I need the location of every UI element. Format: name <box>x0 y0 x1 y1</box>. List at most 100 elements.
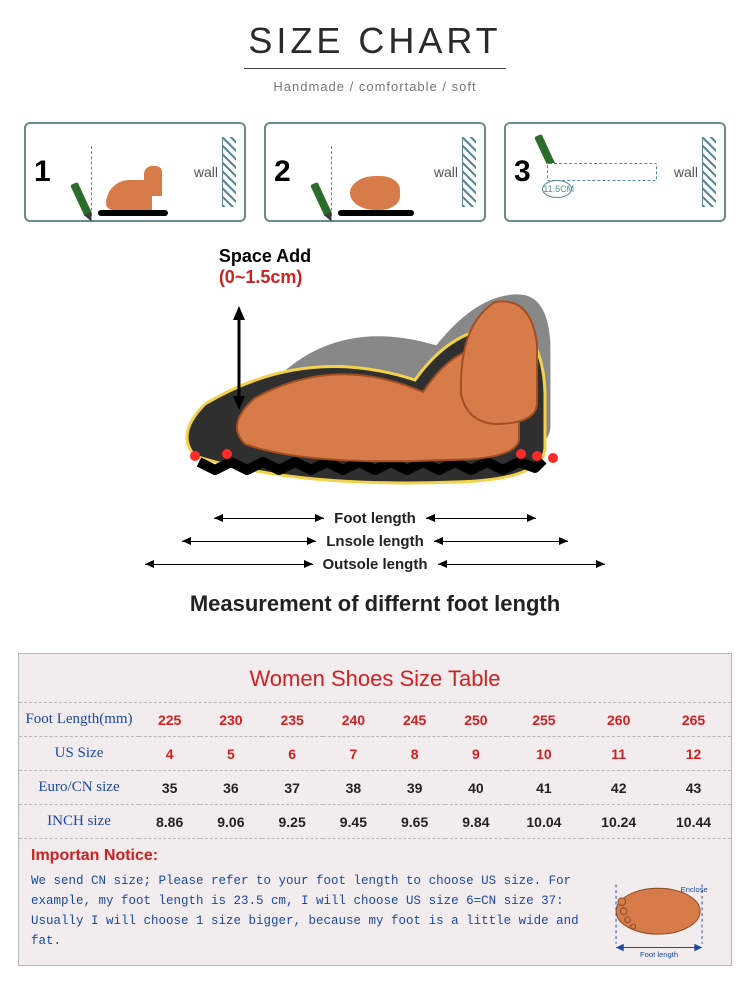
mini-footlength-label: Foot length <box>640 950 678 959</box>
pencil-icon <box>70 182 92 216</box>
size-cell: 250 <box>445 703 506 737</box>
table-title: Women Shoes Size Table <box>19 654 731 703</box>
size-table-wrap: Women Shoes Size Table Foot Length(mm)22… <box>18 653 732 966</box>
step-panel-3: 3 11.5CM wall <box>504 122 726 222</box>
step-scene <box>55 128 190 216</box>
table-row: US Size456789101112 <box>19 737 731 771</box>
size-cell: 240 <box>323 703 384 737</box>
size-cell: 43 <box>656 771 731 805</box>
page-subtitle: Handmade / comfortable / soft <box>0 79 750 94</box>
size-cell: 12 <box>656 737 731 771</box>
space-add-range: (0~1.5cm) <box>219 267 311 288</box>
ruler-icon: 11.5CM <box>547 163 657 181</box>
size-table: Foot Length(mm)2252302352402452502552602… <box>19 703 731 839</box>
notice-title: Importan Notice: <box>31 847 719 865</box>
dim-arrow-left <box>182 541 316 542</box>
notice-block: Importan Notice: We send CN size; Please… <box>19 839 731 965</box>
step-number: 1 <box>34 155 51 189</box>
wall-hatch-icon <box>702 137 716 207</box>
wall-hatch-icon <box>222 137 236 207</box>
size-cell: 10 <box>507 737 582 771</box>
dim-row: Lnsole length <box>182 533 568 550</box>
size-cell: 10.04 <box>507 805 582 839</box>
size-cell: 9 <box>445 737 506 771</box>
step-number: 3 <box>514 155 531 189</box>
dim-row: Foot length <box>214 510 536 527</box>
header: SIZE CHART Handmade / comfortable / soft <box>0 0 750 102</box>
wall-text: wall <box>194 164 218 180</box>
wall-label: wall <box>194 137 236 207</box>
step-number: 2 <box>274 155 291 189</box>
size-cell: 35 <box>139 771 200 805</box>
guide-line <box>91 146 92 216</box>
foot-top-icon <box>338 166 408 216</box>
size-cell: 10.44 <box>656 805 731 839</box>
wall-label: wall <box>434 137 476 207</box>
size-cell: 42 <box>581 771 656 805</box>
size-cell: 255 <box>507 703 582 737</box>
notice-foot-diagram: Enclose Foot length <box>601 873 719 959</box>
size-cell: 10.24 <box>581 805 656 839</box>
size-cell: 225 <box>139 703 200 737</box>
size-cell: 5 <box>200 737 261 771</box>
dim-arrow-left <box>145 564 313 565</box>
table-row: Euro/CN size353637383940414243 <box>19 771 731 805</box>
size-cell: 260 <box>581 703 656 737</box>
size-cell: 37 <box>262 771 323 805</box>
dim-arrow-right <box>426 518 536 519</box>
size-cell: 6 <box>262 737 323 771</box>
size-cell: 235 <box>262 703 323 737</box>
row-label: Foot Length(mm) <box>19 703 139 737</box>
dimension-lines: Foot length Lnsole length Outsole length <box>145 510 605 573</box>
size-cell: 36 <box>200 771 261 805</box>
step-panel-1: 1 wall <box>24 122 246 222</box>
size-cell: 11 <box>581 737 656 771</box>
wall-text: wall <box>674 164 698 180</box>
dim-row: Outsole length <box>145 556 605 573</box>
dim-label: Lnsole length <box>316 533 434 550</box>
size-cell: 4 <box>139 737 200 771</box>
wall-hatch-icon <box>462 137 476 207</box>
size-cell: 230 <box>200 703 261 737</box>
pencil-icon <box>310 182 332 216</box>
steps-row: 1 wall 2 wall <box>0 102 750 242</box>
size-cell: 9.25 <box>262 805 323 839</box>
size-cell: 8.86 <box>139 805 200 839</box>
table-row: INCH size8.869.069.259.459.659.8410.0410… <box>19 805 731 839</box>
size-cell: 8 <box>384 737 445 771</box>
dim-arrow-right <box>434 541 568 542</box>
space-add-label: Space Add <box>219 246 311 267</box>
size-cell: 9.45 <box>323 805 384 839</box>
row-label: US Size <box>19 737 139 771</box>
diagram-zone: Space Add (0~1.5cm) <box>0 242 750 627</box>
size-cell: 9.65 <box>384 805 445 839</box>
size-cell: 7 <box>323 737 384 771</box>
size-cell: 9.06 <box>200 805 261 839</box>
shoe-diagram <box>135 284 615 504</box>
dim-arrow-right <box>438 564 606 565</box>
step-scene: 11.5CM <box>535 128 670 216</box>
ruler-reading: 11.5CM <box>542 180 572 198</box>
row-label: Euro/CN size <box>19 771 139 805</box>
size-cell: 39 <box>384 771 445 805</box>
size-cell: 38 <box>323 771 384 805</box>
size-cell: 40 <box>445 771 506 805</box>
foot-side-icon <box>98 166 168 216</box>
size-cell: 9.84 <box>445 805 506 839</box>
row-label: INCH size <box>19 805 139 839</box>
step-scene <box>295 128 430 216</box>
wall-text: wall <box>434 164 458 180</box>
dim-arrow-left <box>214 518 324 519</box>
mini-enclose-label: Enclose <box>681 885 708 894</box>
dim-label: Outsole length <box>313 556 438 573</box>
step-panel-2: 2 wall <box>264 122 486 222</box>
page-title: SIZE CHART <box>244 20 505 69</box>
wall-label: wall <box>674 137 716 207</box>
size-cell: 41 <box>507 771 582 805</box>
guide-line <box>331 146 332 216</box>
size-cell: 265 <box>656 703 731 737</box>
table-row: Foot Length(mm)2252302352402452502552602… <box>19 703 731 737</box>
diagram-caption: Measurement of differnt foot length <box>0 591 750 617</box>
size-cell: 245 <box>384 703 445 737</box>
dim-label: Foot length <box>324 510 426 527</box>
